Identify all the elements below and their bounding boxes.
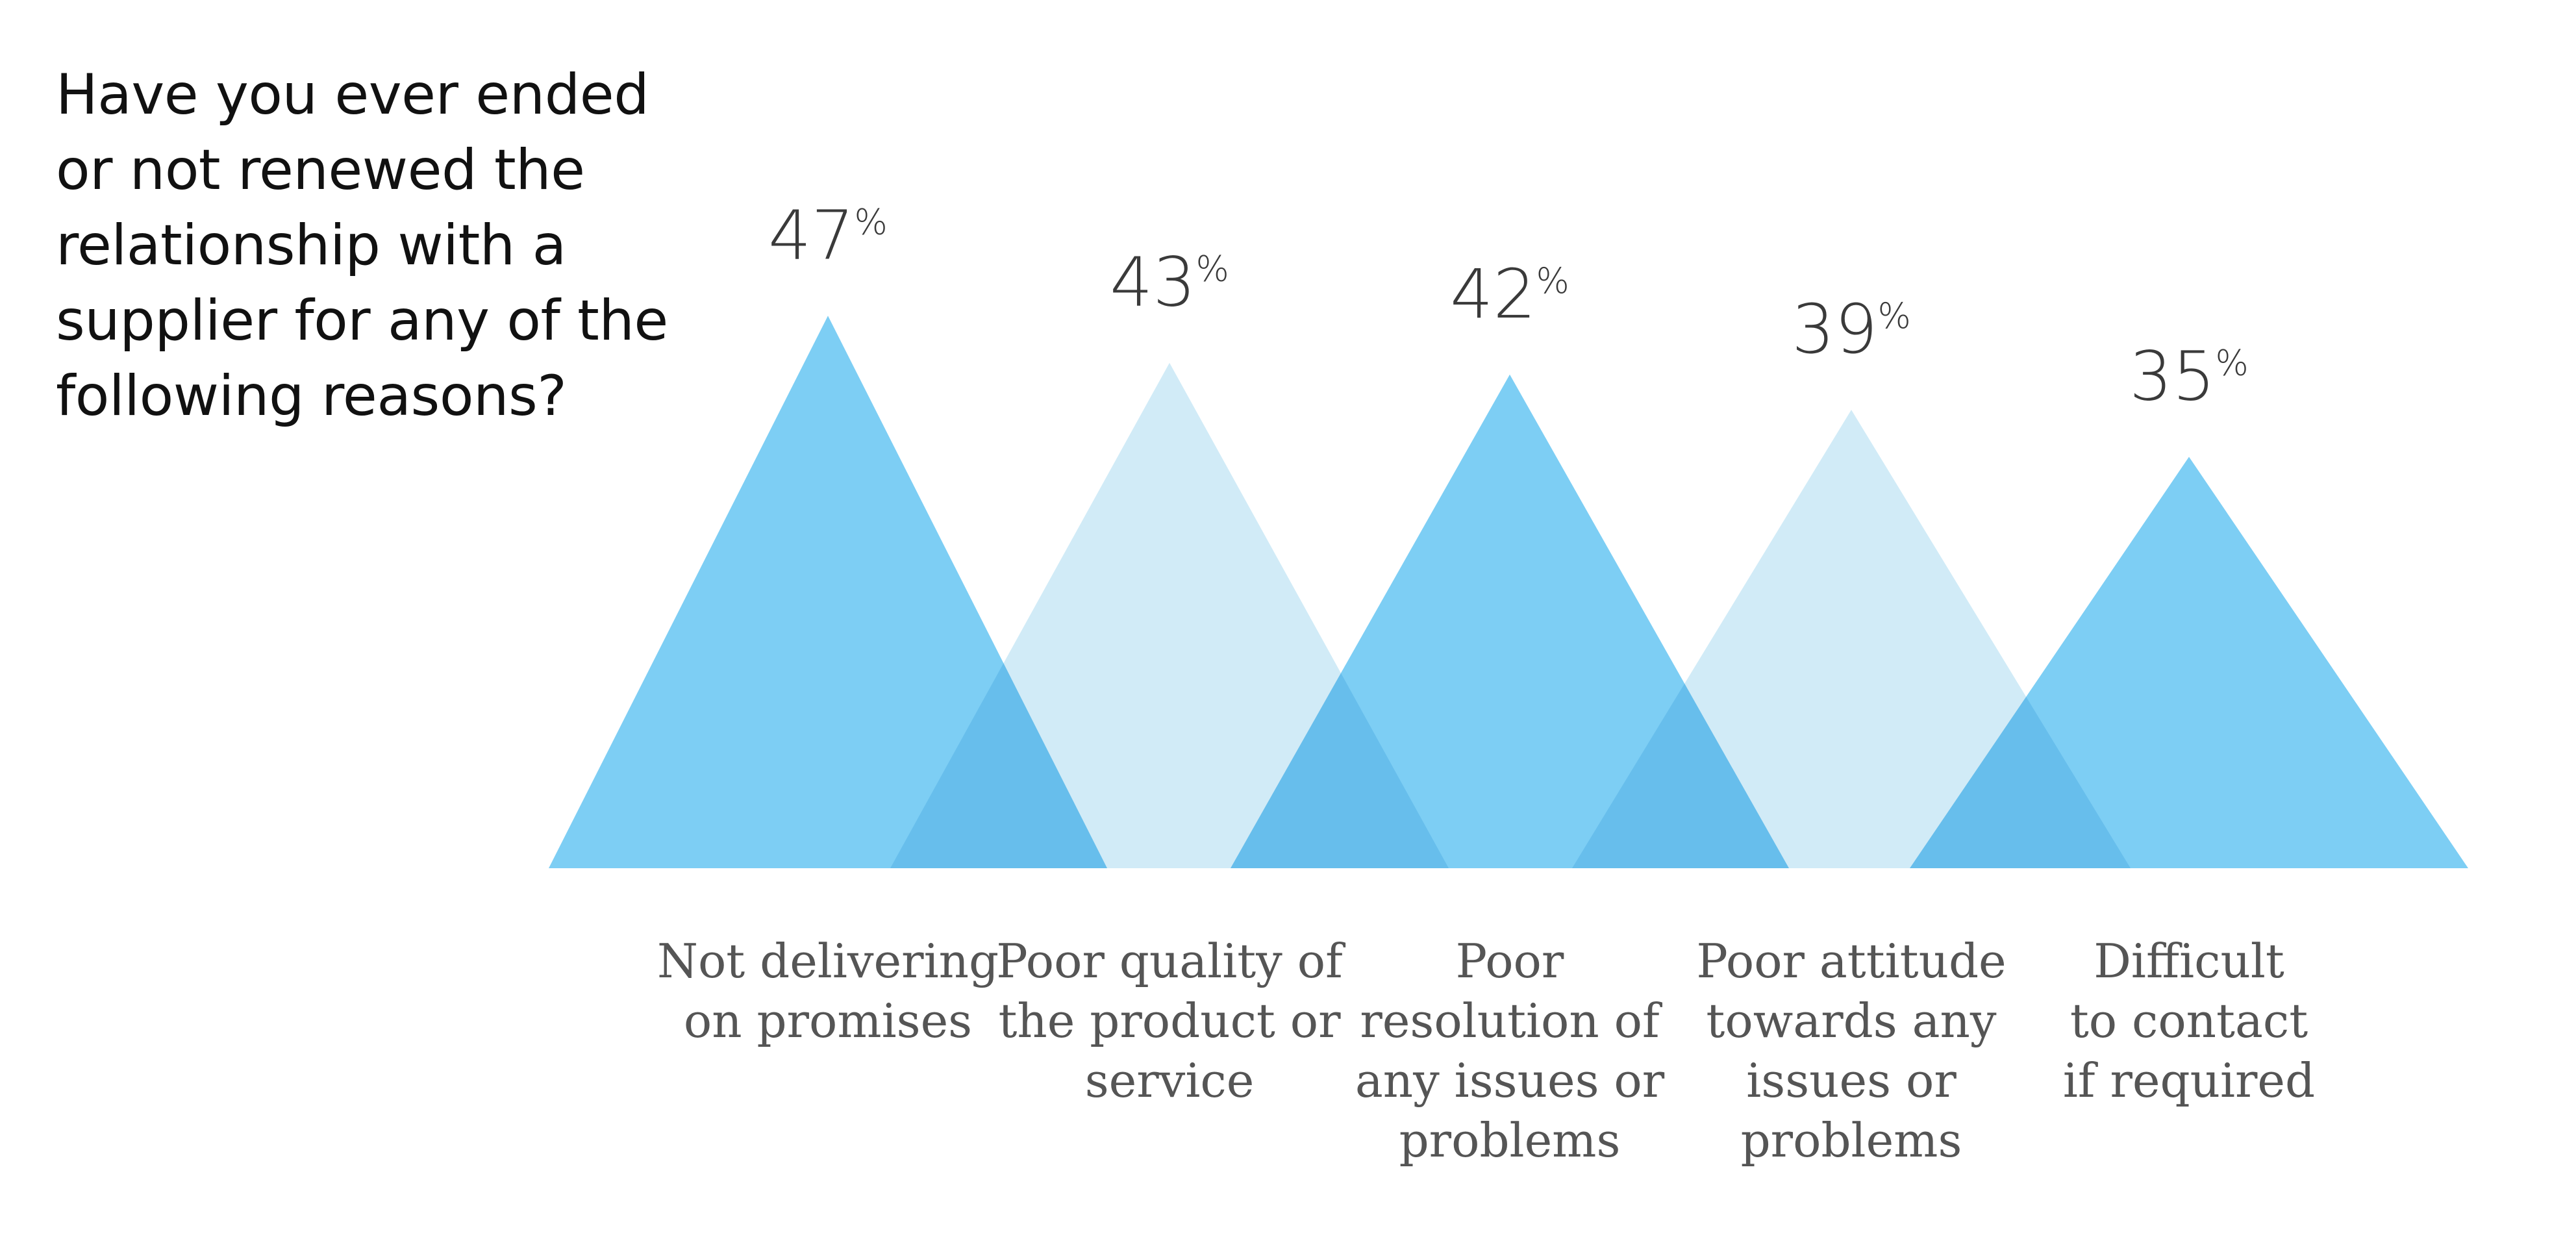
value-unit: % <box>2216 343 2249 384</box>
category-label-line: service <box>1085 1053 1255 1108</box>
value-label: 47% <box>768 195 888 275</box>
category-label: Poor attitude towards any issues or problem… <box>1696 934 2006 1168</box>
category-label-line: Not delivering <box>657 934 999 988</box>
category-label: Difficult to contact if required <box>2063 934 2315 1108</box>
category-label-line: to contact <box>2070 994 2308 1048</box>
value-number: 47 <box>768 195 854 275</box>
chart-title-line: following reasons? <box>56 364 567 429</box>
chart-title-line: or not renewed the <box>56 138 585 203</box>
chart-title-line: relationship with a <box>56 213 566 278</box>
category-label-line: Poor attitude <box>1696 934 2006 988</box>
value-label: 42% <box>1450 255 1569 334</box>
value-number: 39 <box>1792 290 1877 369</box>
category-label-line: towards any <box>1706 994 1996 1048</box>
category-label-line: Poor <box>1456 934 1564 988</box>
value-unit: % <box>1536 260 1569 301</box>
triangle-bar <box>1910 457 2468 868</box>
value-label: 35% <box>2129 337 2249 416</box>
category-label-line: on promises <box>684 994 972 1048</box>
category-label-line: any issues or <box>1355 1053 1665 1108</box>
value-label: 43% <box>1110 243 1229 322</box>
triangles-group <box>549 316 2468 868</box>
value-label: 39% <box>1792 290 1911 369</box>
category-label-line: if required <box>2063 1053 2315 1108</box>
category-label: Not delivering on promises <box>657 934 999 1048</box>
category-label-line: problems <box>1399 1113 1621 1168</box>
value-number: 35 <box>2129 337 2215 416</box>
chart-title: Have you ever ended or not renewed the r… <box>56 57 705 434</box>
category-label-line: resolution of <box>1360 994 1662 1048</box>
chart-title-line: supplier for any of the <box>56 288 668 353</box>
category-label: Poor resolution of any issues or problems <box>1355 934 1665 1168</box>
category-label-line: Difficult <box>2094 934 2284 988</box>
value-number: 43 <box>1110 243 1195 322</box>
value-number: 42 <box>1450 255 1536 334</box>
category-label-line: Poor quality of <box>996 934 1345 988</box>
value-unit: % <box>1878 295 1911 336</box>
value-unit: % <box>1196 249 1229 290</box>
chart-title-line: Have you ever ended <box>56 62 649 127</box>
category-label: Poor quality of the product or service <box>996 934 1345 1108</box>
category-label-line: issues or <box>1746 1053 1957 1108</box>
value-unit: % <box>855 201 888 242</box>
category-label-line: problems <box>1741 1113 1962 1168</box>
category-label-line: the product or <box>998 994 1341 1048</box>
